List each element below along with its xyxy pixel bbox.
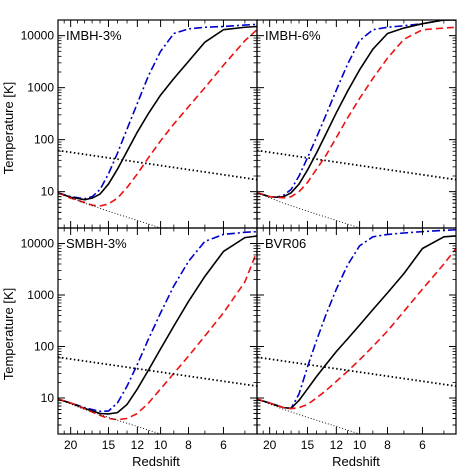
x-tick-label: 6 (419, 438, 426, 452)
panels: IMBH-3% 10 100 1000 10000 IMBH-6% SMBH-3% 10 100… (21, 19, 457, 452)
series-line-red-dashed (58, 29, 257, 207)
x-tick-label: 10 (154, 438, 168, 452)
series-line-black-dotted (58, 149, 257, 181)
x-axis-label-right: Redshift (332, 454, 380, 469)
panel-frame (57, 227, 258, 435)
x-tick-label: 12 (330, 438, 344, 452)
y-tick-label: 1000 (27, 288, 54, 302)
y-tick-label: 100 (34, 340, 54, 354)
series-line-black-dotted-thin (257, 398, 360, 434)
series-line-black-dotted (58, 356, 257, 388)
x-tick-label: 15 (102, 438, 116, 452)
series-line-black-dotted-thin (58, 398, 161, 434)
y-axis-label-bottom: Temperature [K] (1, 288, 16, 381)
series-line-black-solid (257, 20, 456, 199)
panel-frame (256, 19, 457, 229)
panel-title: IMBH-6% (265, 28, 321, 43)
panel-frame (256, 227, 457, 435)
x-tick-label: 12 (131, 438, 145, 452)
series-line-red-dashed (257, 247, 456, 410)
series-line-red-dashed (257, 26, 456, 199)
series-line-blue-dash-dot (58, 230, 257, 413)
y-axis-label-top: Temperature [K] (1, 82, 16, 175)
series-line-blue-dash-dot (58, 23, 257, 200)
series-line-black-dotted (257, 149, 456, 181)
y-tick-label: 10 (41, 185, 55, 199)
y-tick-label: 100 (34, 133, 54, 147)
series-line-black-solid (58, 235, 257, 415)
y-tick-label: 10000 (21, 237, 55, 251)
series-line-blue-dash-dot (257, 228, 456, 410)
series-line-blue-dash-dot (257, 20, 456, 199)
panel-title: SMBH-3% (66, 236, 127, 251)
series-line-red-dashed (58, 251, 257, 421)
x-tick-label: 6 (220, 438, 227, 452)
x-tick-label: 20 (64, 438, 78, 452)
series-line-black-dotted (257, 356, 456, 388)
x-tick-label: 10 (353, 438, 367, 452)
panel-title: IMBH-3% (66, 28, 122, 43)
y-tick-label: 1000 (27, 81, 54, 95)
series-line-black-dotted-thin (257, 192, 360, 228)
series-line-black-solid (257, 235, 456, 410)
x-tick-label: 15 (301, 438, 315, 452)
panel-frame (57, 19, 258, 229)
panel-title: BVR06 (265, 236, 306, 251)
x-tick-label: 8 (185, 438, 192, 452)
x-tick-label: 20 (263, 438, 277, 452)
x-tick-label: 8 (384, 438, 391, 452)
y-tick-label: 10 (41, 391, 55, 405)
x-axis-label-left: Redshift (132, 454, 180, 469)
y-tick-label: 10000 (21, 29, 55, 43)
series-line-black-solid (58, 25, 257, 201)
